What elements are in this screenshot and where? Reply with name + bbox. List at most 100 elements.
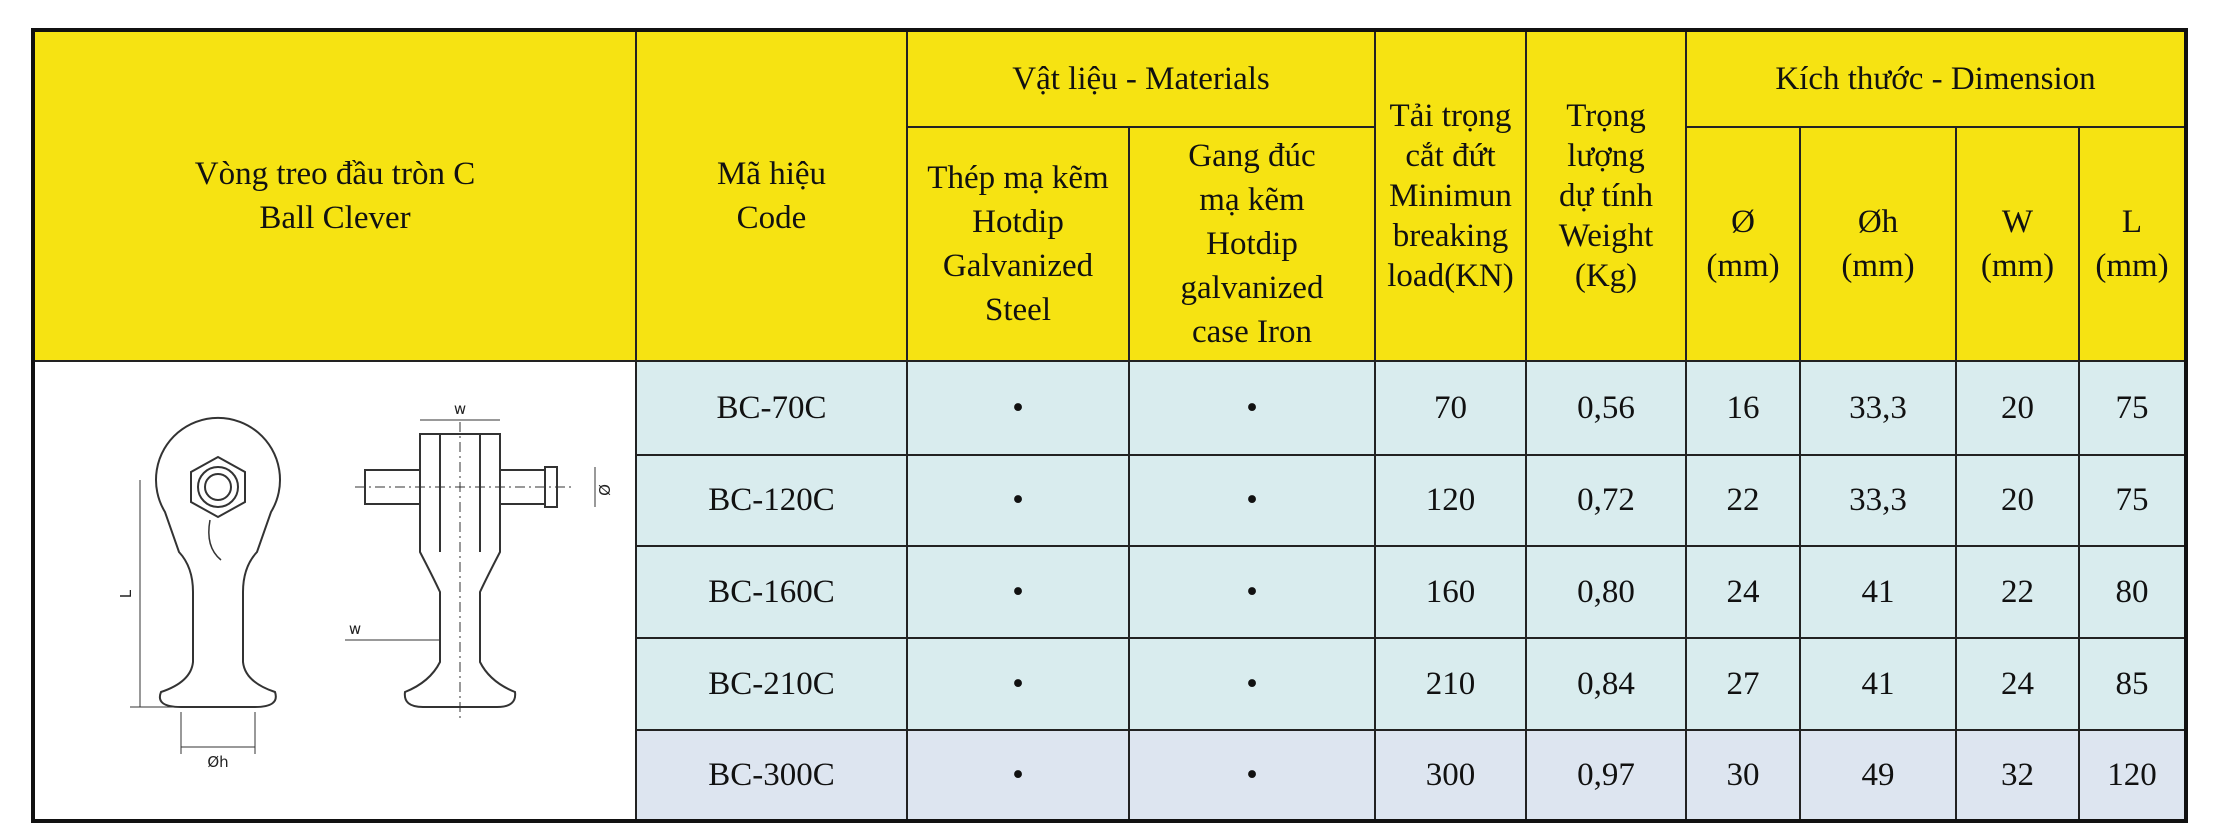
drawing-part — [190, 455, 246, 519]
material-mark: • — [1128, 636, 1376, 732]
material-mark: • — [1128, 729, 1376, 822]
value-cell: 20 — [1955, 453, 2080, 548]
value-cell: 0,80 — [1525, 545, 1687, 639]
header-line: (mm) — [1706, 248, 1780, 284]
steel-header: Thép mạ kẽm Hotdip Galvanized Steel — [906, 126, 1130, 362]
diagram-label: Ø — [596, 484, 614, 496]
header-line: Trọng — [1566, 98, 1646, 134]
code-cell: BC-120C — [635, 453, 908, 548]
value-cell: 32 — [1955, 729, 2080, 822]
value-cell: 120 — [1374, 453, 1527, 548]
value-cell: 41 — [1799, 545, 1957, 639]
material-mark: • — [906, 360, 1130, 456]
header-line: (mm) — [1841, 248, 1915, 284]
header-line: breaking — [1392, 218, 1509, 254]
value-cell: 33,3 — [1799, 453, 1957, 548]
header-line: Mã hiệu — [716, 156, 827, 192]
value-cell: 24 — [1685, 545, 1801, 639]
header-line: load(KN) — [1387, 258, 1514, 294]
drawing-part — [208, 519, 222, 561]
diagram-label: w — [454, 400, 466, 418]
value-cell: 20 — [1955, 360, 2080, 456]
data-row: L Øh w w Ø BC-70C • • 70 0,56 16 33,3 20 75 — [32, 360, 2187, 822]
code-cell: BC-160C — [635, 545, 908, 639]
material-mark: • — [906, 636, 1130, 732]
material-mark: • — [1128, 360, 1376, 456]
value-cell: 16 — [1685, 360, 1801, 456]
dimension-header: Kích thước - Dimension — [1685, 29, 2187, 128]
drawing-part — [204, 473, 232, 501]
diagram-label: L — [117, 589, 135, 598]
data-row: BC-300C • • 300 0,97 30 49 32 120 — [33, 729, 2187, 822]
value-cell: 210 — [1374, 636, 1527, 732]
material-mark: • — [906, 545, 1130, 639]
header-line: Ø — [1731, 204, 1755, 240]
ball-clevis-diagram: L Øh w w Ø — [117, 400, 614, 771]
header-line: Hotdip — [1206, 226, 1298, 262]
drawing-part — [155, 416, 281, 708]
product-header: Vòng treo đầu tròn C Ball Clever — [32, 29, 637, 362]
code-cell: BC-210C — [635, 636, 908, 732]
diagram-label: w — [349, 620, 361, 638]
header-line: (mm) — [2095, 248, 2169, 284]
data-row: BC-120C • • 120 0,72 22 33,3 20 75 — [33, 453, 2187, 548]
value-cell: 41 — [1799, 636, 1957, 732]
value-cell: 0,56 — [1525, 360, 1687, 456]
value-cell: 30 — [1685, 729, 1801, 822]
header-line: dự tính — [1559, 178, 1653, 214]
header-line: Gang đúc — [1188, 138, 1316, 174]
dimension-subheader: Ø (mm) — [1685, 126, 1801, 362]
header-line: L — [2121, 204, 2143, 240]
materials-header: Vật liệu - Materials — [906, 29, 1376, 128]
header-line: galvanized — [1180, 270, 1324, 306]
header-line: case Iron — [1191, 314, 1312, 350]
load-header: Tải trọng cắt đứt Minimun breaking load(KN) — [1374, 29, 1527, 362]
drawing-part — [403, 433, 517, 708]
dimension-subheader: L (mm) — [2078, 126, 2187, 362]
header-line: Øh — [1857, 204, 1899, 240]
value-cell: 75 — [2078, 360, 2187, 456]
value-cell: 75 — [2078, 453, 2187, 548]
value-cell: 24 — [1955, 636, 2080, 732]
header-line: Weight — [1558, 218, 1654, 254]
value-cell: 70 — [1374, 360, 1527, 456]
drawing-part — [197, 466, 239, 508]
material-mark: • — [906, 453, 1130, 548]
dimension-subheader: Øh (mm) — [1799, 126, 1957, 362]
header-line: W — [2001, 204, 2034, 240]
material-mark: • — [1128, 545, 1376, 639]
spec-table: Vòng treo đầu tròn C Ball Clever Mã hiệu C… — [31, 28, 2188, 823]
iron-header: Gang đúc mạ kẽm Hotdip galvanized case Iron — [1128, 126, 1376, 362]
header-line: Minimun — [1389, 178, 1512, 214]
header-line: (mm) — [1980, 248, 2055, 284]
drawing-part — [544, 466, 558, 508]
value-cell: 160 — [1374, 545, 1527, 639]
data-row: BC-210C • • 210 0,84 27 41 24 85 — [33, 636, 2187, 732]
header-line: Galvanized — [942, 248, 1094, 284]
data-row: BC-160C • • 160 0,80 24 41 22 80 — [33, 545, 2187, 639]
value-cell: 22 — [1685, 453, 1801, 548]
header-line: lượng — [1567, 138, 1645, 174]
value-cell: 27 — [1685, 636, 1801, 732]
header-line: Steel — [985, 292, 1051, 328]
header-line: Tải trọng — [1389, 98, 1512, 134]
value-cell: 0,97 — [1525, 729, 1687, 822]
header-line: Ball Clever — [259, 200, 411, 236]
value-cell: 85 — [2078, 636, 2187, 732]
value-cell: 33,3 — [1799, 360, 1957, 456]
value-cell: 300 — [1374, 729, 1527, 822]
value-cell: 0,84 — [1525, 636, 1687, 732]
code-cell: BC-300C — [635, 729, 908, 822]
header-line: Vòng treo đầu tròn C — [194, 156, 476, 192]
diagram-label: Øh — [207, 753, 228, 771]
header-line: Code — [736, 200, 807, 236]
value-cell: 22 — [1955, 545, 2080, 639]
value-cell: 0,72 — [1525, 453, 1687, 548]
drawing-part — [364, 469, 421, 505]
code-header: Mã hiệu Code — [635, 29, 908, 362]
value-cell: 49 — [1799, 729, 1957, 822]
dimension-subheader: W (mm) — [1955, 126, 2080, 362]
header-line: mạ kẽm — [1199, 182, 1305, 218]
diagram-cell: L Øh w w Ø — [32, 360, 637, 822]
